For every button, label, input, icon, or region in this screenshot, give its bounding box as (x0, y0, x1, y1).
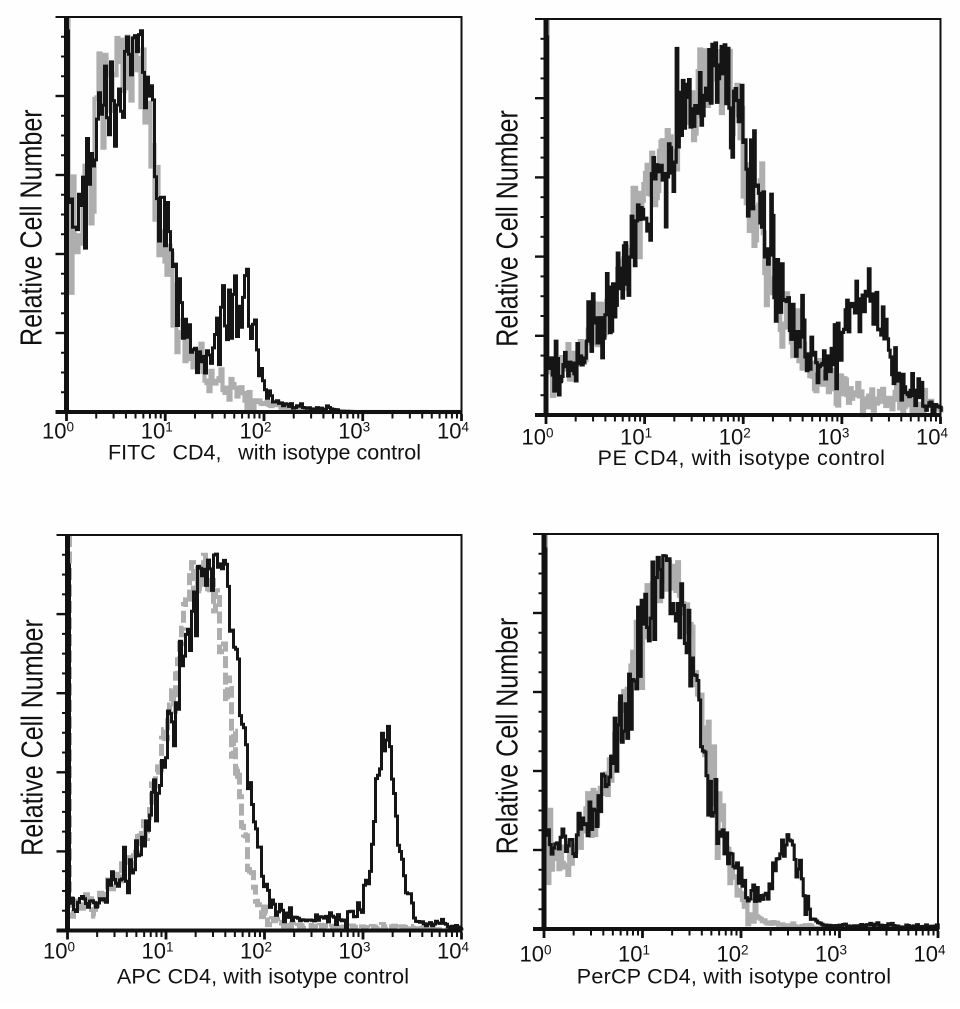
svg-text:Relative Cell Number: Relative Cell Number (489, 110, 524, 347)
svg-text:104: 104 (916, 425, 948, 450)
svg-text:FITC CD4, with isotype contr: FITC CD4, with isotype control (108, 440, 421, 464)
svg-text:Relative Cell Number: Relative Cell Number (489, 618, 524, 855)
svg-text:PE CD4, with isotype control: PE CD4, with isotype control (598, 446, 886, 470)
svg-text:Relative Cell Number: Relative Cell Number (13, 109, 48, 346)
svg-text:APC CD4, with isotype control: APC CD4, with isotype control (117, 964, 409, 988)
svg-text:Relative Cell Number: Relative Cell Number (14, 619, 49, 856)
svg-text:PerCP CD4, with isotype contro: PerCP CD4, with isotype control (577, 965, 891, 989)
